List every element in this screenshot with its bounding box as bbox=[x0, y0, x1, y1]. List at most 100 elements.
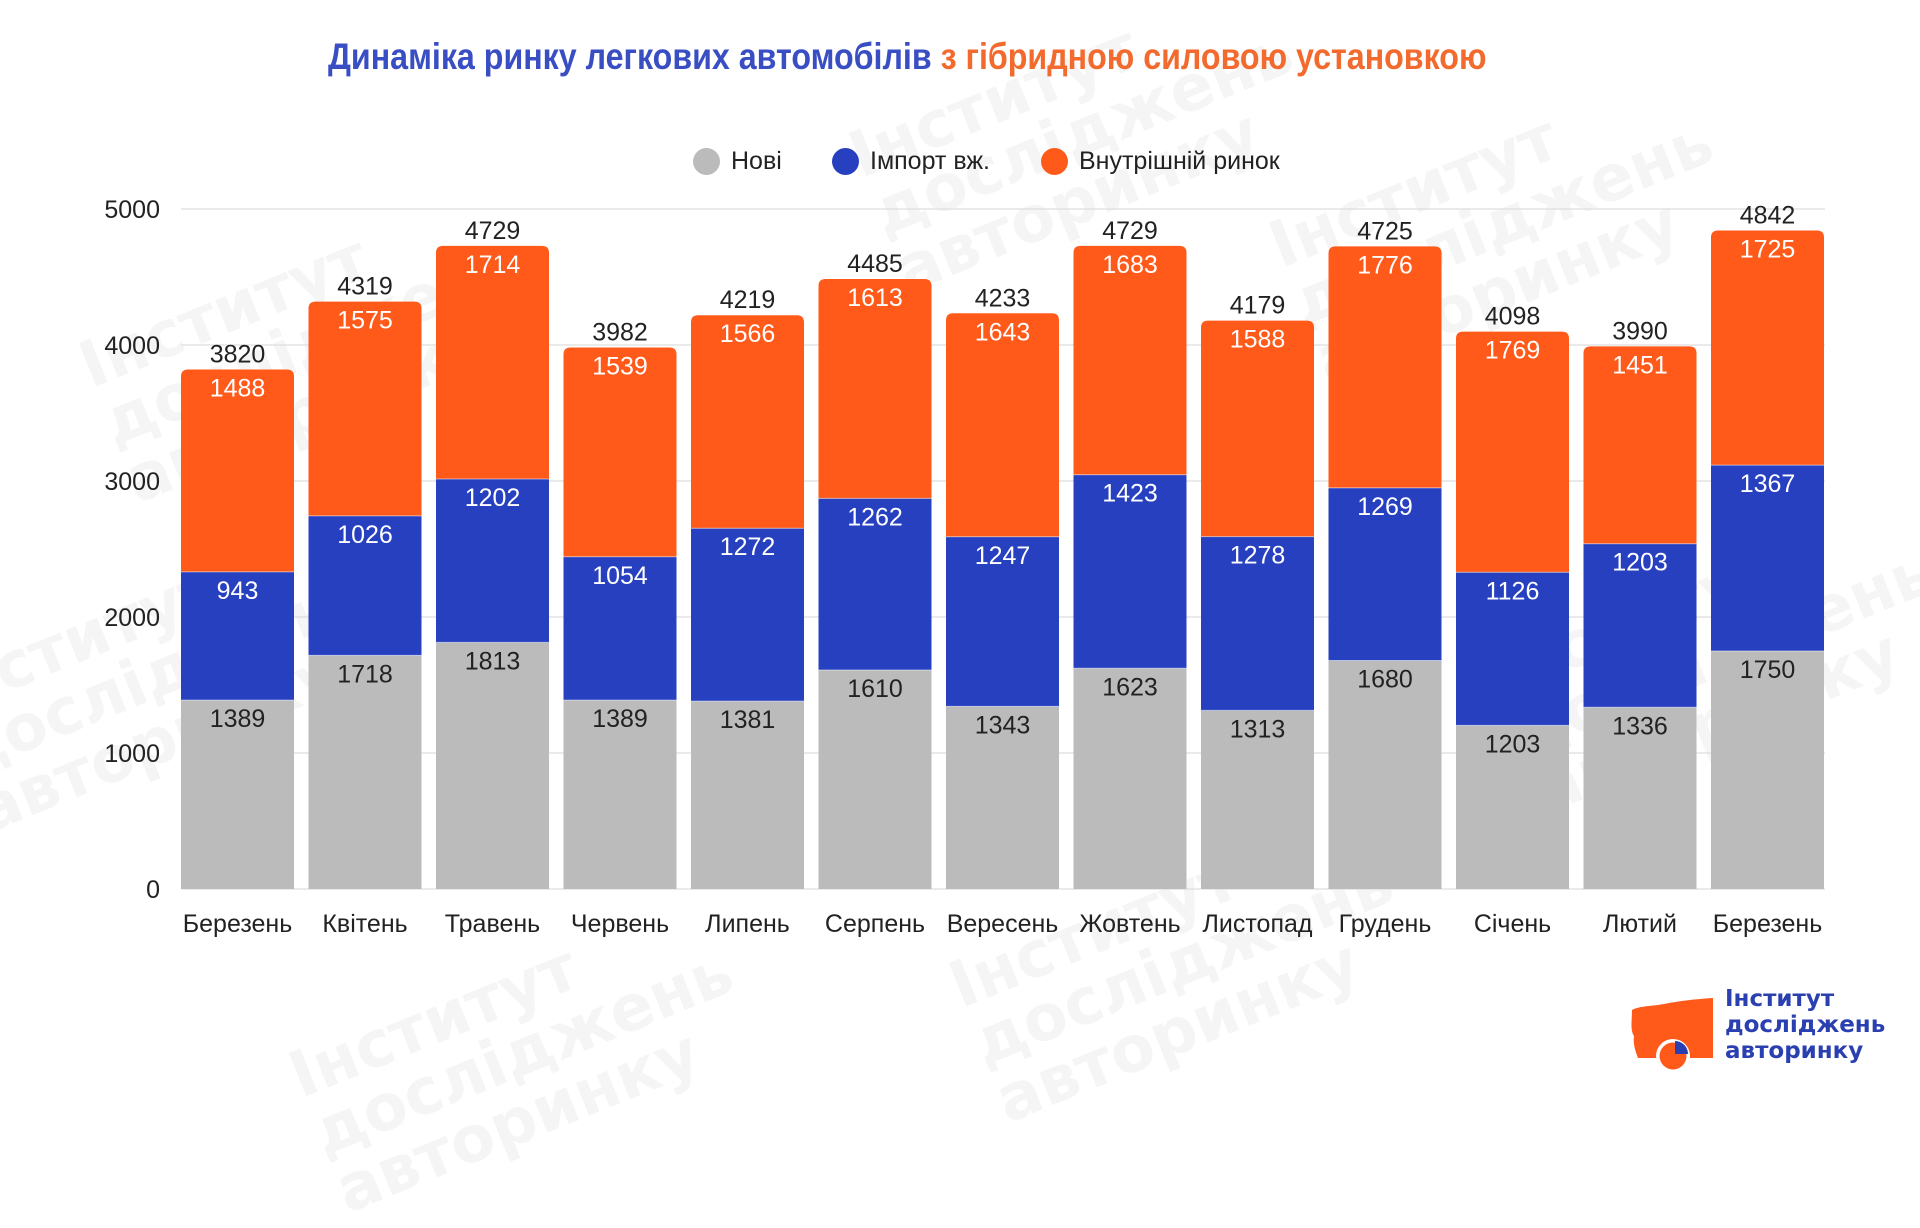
bar-stack: 1718 1026 1575 4319 bbox=[308, 273, 422, 889]
bar-segment bbox=[1456, 572, 1569, 726]
data-label: 1389 bbox=[592, 705, 648, 733]
y-tick-label: 0 bbox=[146, 876, 160, 904]
total-label: 4219 bbox=[720, 286, 776, 314]
data-label: 1718 bbox=[337, 660, 393, 688]
y-tick-label: 1000 bbox=[104, 740, 160, 768]
data-label: 1813 bbox=[465, 647, 521, 675]
x-tick-label: Листопад bbox=[1203, 910, 1313, 938]
bar-segment bbox=[563, 556, 677, 701]
data-label: 1769 bbox=[1485, 337, 1541, 365]
data-label: 1026 bbox=[337, 521, 393, 549]
x-tick-label: Вересень bbox=[947, 910, 1059, 938]
data-label: 1203 bbox=[1612, 549, 1668, 577]
bar-segment bbox=[436, 478, 549, 643]
bar-stack: 1750 1367 1725 4842 bbox=[1711, 201, 1824, 889]
x-tick-label: Липень bbox=[705, 910, 790, 938]
bar-stack: 1623 1423 1683 4729 bbox=[1073, 217, 1187, 889]
y-tick-label: 4000 bbox=[104, 332, 160, 360]
data-label: 1203 bbox=[1485, 730, 1541, 758]
bar-segment bbox=[436, 642, 549, 889]
x-tick-label: Серпень bbox=[825, 910, 925, 938]
y-tick-label: 2000 bbox=[104, 604, 160, 632]
data-label: 1539 bbox=[592, 352, 648, 380]
bar-segment bbox=[818, 279, 932, 499]
data-label: 1202 bbox=[465, 484, 521, 512]
bar-segment bbox=[308, 515, 422, 656]
legend-label-domestic: Внутрішній ринок bbox=[1079, 146, 1280, 175]
total-label: 4179 bbox=[1230, 292, 1286, 320]
logo-line-3: авторинку bbox=[1725, 1038, 1864, 1064]
bar-segment bbox=[1073, 245, 1187, 475]
bar-segment bbox=[1328, 487, 1442, 661]
data-label: 1750 bbox=[1740, 656, 1796, 684]
data-label: 943 bbox=[217, 577, 259, 605]
bar-segment bbox=[1583, 707, 1697, 889]
bar-stack: 1313 1278 1588 4179 bbox=[1201, 292, 1314, 889]
legend-dot-domestic-icon bbox=[1041, 147, 1068, 175]
x-tick-label: Квітень bbox=[322, 910, 407, 938]
logo-line-2: досліджень bbox=[1725, 1012, 1886, 1038]
x-tick-label: Грудень bbox=[1339, 910, 1432, 938]
bar-stack: 1343 1247 1643 4233 bbox=[946, 284, 1059, 889]
bar-segment bbox=[1711, 651, 1824, 889]
total-label: 3990 bbox=[1612, 317, 1668, 345]
chart-title: Динаміка ринку легкових автомобілів з гі… bbox=[328, 36, 1486, 78]
x-axis-ticks: Березень Квітень Травень Червень Липень Серпе… bbox=[183, 910, 1823, 938]
bar-segment bbox=[563, 700, 677, 889]
legend-item-import: Імпорт вж. bbox=[832, 146, 990, 176]
total-label: 3982 bbox=[592, 318, 648, 346]
legend-dot-import-icon bbox=[832, 147, 859, 175]
data-label: 1247 bbox=[975, 542, 1031, 570]
total-label: 4729 bbox=[465, 217, 521, 245]
bar-segment bbox=[946, 706, 1059, 889]
bar-segment bbox=[181, 369, 294, 572]
data-label: 1623 bbox=[1102, 673, 1158, 701]
logo-text: Інститут досліджень авторинку bbox=[1725, 986, 1885, 1064]
car-pie-logo-icon bbox=[1631, 998, 1713, 1073]
bar-segment bbox=[181, 571, 294, 701]
data-label: 1776 bbox=[1357, 251, 1413, 279]
bar-stack: 1680 1269 1776 4725 bbox=[1328, 217, 1442, 889]
data-label: 1566 bbox=[720, 320, 776, 348]
y-axis-ticks: 0 1000 2000 3000 4000 5000 bbox=[104, 196, 160, 904]
bar-stack: 1203 1126 1769 4098 bbox=[1456, 303, 1569, 889]
x-tick-label: Червень bbox=[571, 910, 669, 938]
bar-segment bbox=[691, 528, 804, 702]
chart-title-part2: з гібридною силовою установкою bbox=[940, 36, 1487, 77]
bar-segment bbox=[818, 670, 932, 889]
data-label: 1262 bbox=[847, 503, 903, 531]
bar-segment bbox=[308, 655, 422, 889]
total-label: 3820 bbox=[210, 340, 266, 368]
data-label: 1643 bbox=[975, 318, 1031, 346]
bar-stack: 1336 1203 1451 3990 bbox=[1583, 317, 1697, 889]
data-label: 1588 bbox=[1230, 326, 1286, 354]
institute-logo: Інститут досліджень авторинку bbox=[1624, 984, 1914, 1073]
total-label: 4319 bbox=[337, 273, 393, 301]
legend-item-domestic: Внутрішній ринок bbox=[1041, 146, 1280, 176]
legend: Нові Імпорт вж. Внутрішній ринок bbox=[0, 146, 1920, 176]
bar-segment bbox=[946, 313, 1059, 537]
bar-segment bbox=[1328, 660, 1442, 889]
bar-segment bbox=[1711, 465, 1824, 651]
legend-dot-new-icon bbox=[693, 147, 720, 175]
x-tick-label: Березень bbox=[183, 910, 293, 938]
bar-stack: 1381 1272 1566 4219 bbox=[691, 286, 804, 889]
bar-segment bbox=[563, 347, 677, 557]
x-tick-label: Березень bbox=[1713, 910, 1823, 938]
total-label: 4485 bbox=[847, 250, 903, 278]
data-label: 1272 bbox=[720, 533, 776, 561]
bar-segment bbox=[1328, 246, 1442, 488]
data-label: 1269 bbox=[1357, 493, 1413, 521]
bar-segment bbox=[818, 498, 932, 671]
x-tick-label: Травень bbox=[445, 910, 540, 938]
bar-segment bbox=[691, 701, 804, 889]
bar-segment bbox=[1711, 230, 1824, 466]
x-tick-label: Січень bbox=[1474, 910, 1551, 938]
bar-segment bbox=[436, 245, 549, 479]
bar-segment bbox=[946, 536, 1059, 707]
data-label: 1613 bbox=[847, 284, 903, 312]
bar-segment bbox=[181, 700, 294, 889]
data-label: 1367 bbox=[1740, 470, 1796, 498]
logo-line-1: Інститут bbox=[1725, 986, 1835, 1012]
bar-segment bbox=[1456, 725, 1569, 889]
